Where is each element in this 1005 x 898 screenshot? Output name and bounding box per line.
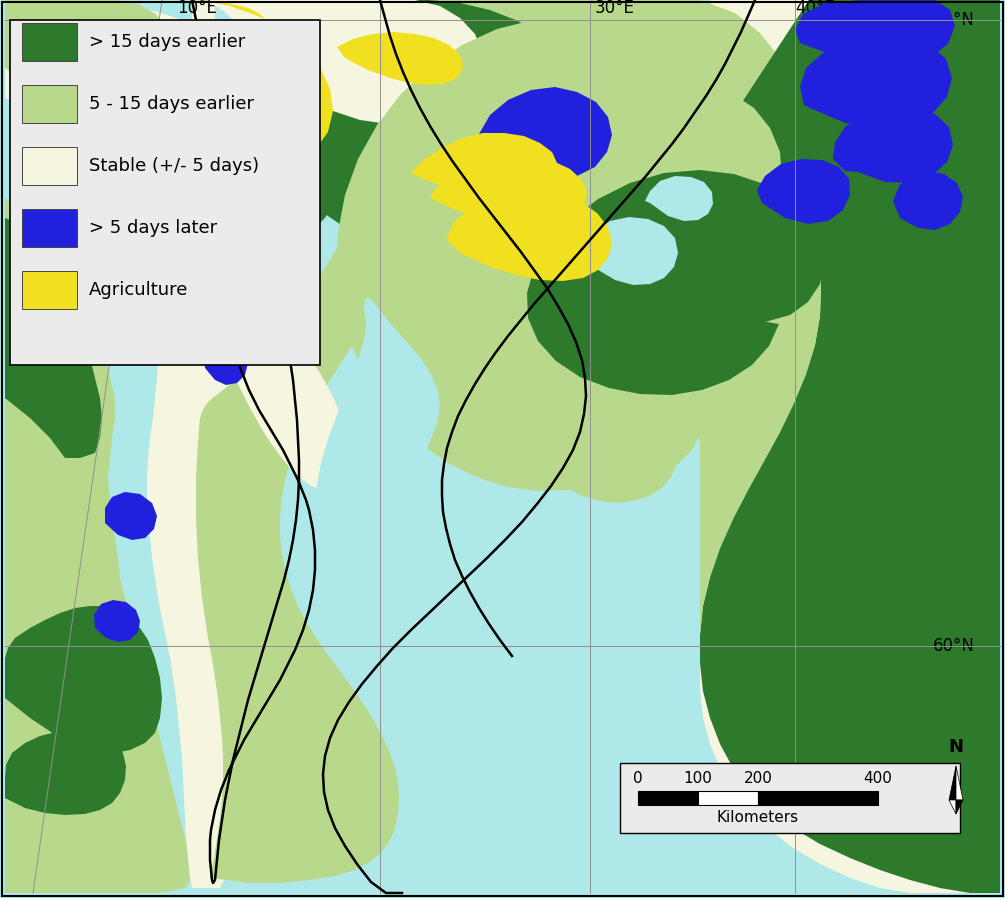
Bar xyxy=(758,791,878,805)
Bar xyxy=(22,85,77,123)
Text: N: N xyxy=(949,738,964,756)
Bar xyxy=(620,763,960,833)
Polygon shape xyxy=(795,0,955,66)
Polygon shape xyxy=(277,0,548,196)
Polygon shape xyxy=(5,568,162,753)
Polygon shape xyxy=(94,600,140,642)
Text: 200: 200 xyxy=(744,771,773,786)
Polygon shape xyxy=(446,189,612,281)
Polygon shape xyxy=(229,223,297,280)
Polygon shape xyxy=(430,155,587,225)
Bar xyxy=(698,791,758,805)
Text: 70°N: 70°N xyxy=(933,11,975,29)
Text: Stable (+/- 5 days): Stable (+/- 5 days) xyxy=(89,157,259,175)
Polygon shape xyxy=(650,0,1000,893)
Bar xyxy=(22,23,77,61)
Text: 400: 400 xyxy=(863,771,892,786)
Bar xyxy=(22,147,77,185)
Polygon shape xyxy=(105,492,157,540)
Text: 30°E: 30°E xyxy=(595,0,635,17)
Bar xyxy=(22,271,77,309)
Polygon shape xyxy=(204,338,248,385)
Text: 60°N: 60°N xyxy=(933,637,975,655)
Polygon shape xyxy=(400,133,557,195)
Polygon shape xyxy=(215,274,350,492)
Polygon shape xyxy=(180,0,352,250)
Text: 20°E: 20°E xyxy=(392,0,432,17)
Polygon shape xyxy=(757,159,850,224)
Polygon shape xyxy=(5,218,102,458)
Polygon shape xyxy=(5,0,192,893)
Polygon shape xyxy=(292,0,798,281)
Text: 0: 0 xyxy=(633,771,643,786)
Text: Kilometers: Kilometers xyxy=(717,810,799,825)
Polygon shape xyxy=(893,171,963,230)
Bar xyxy=(638,791,698,805)
Polygon shape xyxy=(290,0,602,257)
Polygon shape xyxy=(273,0,535,187)
Polygon shape xyxy=(588,217,678,285)
Polygon shape xyxy=(210,0,483,124)
Polygon shape xyxy=(5,0,230,126)
Polygon shape xyxy=(5,698,126,815)
Polygon shape xyxy=(280,0,550,245)
Text: > 15 days earlier: > 15 days earlier xyxy=(89,33,245,51)
Polygon shape xyxy=(147,0,243,888)
Text: Agriculture: Agriculture xyxy=(89,281,188,299)
Polygon shape xyxy=(364,0,782,289)
Polygon shape xyxy=(337,32,463,85)
Polygon shape xyxy=(314,298,440,580)
Polygon shape xyxy=(645,176,713,221)
Text: 100: 100 xyxy=(683,771,713,786)
Text: > 5 days later: > 5 days later xyxy=(89,219,217,237)
Polygon shape xyxy=(477,87,612,178)
Polygon shape xyxy=(956,800,963,814)
Polygon shape xyxy=(336,18,821,663)
Polygon shape xyxy=(949,800,956,814)
Bar xyxy=(22,209,77,247)
Polygon shape xyxy=(278,3,545,195)
Polygon shape xyxy=(527,170,824,395)
Text: 40°E: 40°E xyxy=(795,0,835,17)
Bar xyxy=(10,20,320,365)
Text: 5 - 15 days earlier: 5 - 15 days earlier xyxy=(89,95,254,113)
Polygon shape xyxy=(833,107,953,183)
Polygon shape xyxy=(272,2,545,200)
Polygon shape xyxy=(949,766,956,800)
Polygon shape xyxy=(800,36,952,128)
Polygon shape xyxy=(5,0,168,93)
Polygon shape xyxy=(134,0,333,178)
Polygon shape xyxy=(192,0,413,883)
Polygon shape xyxy=(700,0,1000,893)
Polygon shape xyxy=(956,766,963,800)
Text: 10°E: 10°E xyxy=(177,0,217,17)
